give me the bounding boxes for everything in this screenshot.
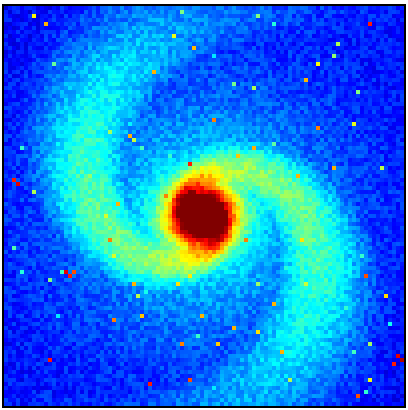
galaxy-image-frame xyxy=(2,4,406,408)
galaxy-heatmap-image xyxy=(4,6,404,406)
